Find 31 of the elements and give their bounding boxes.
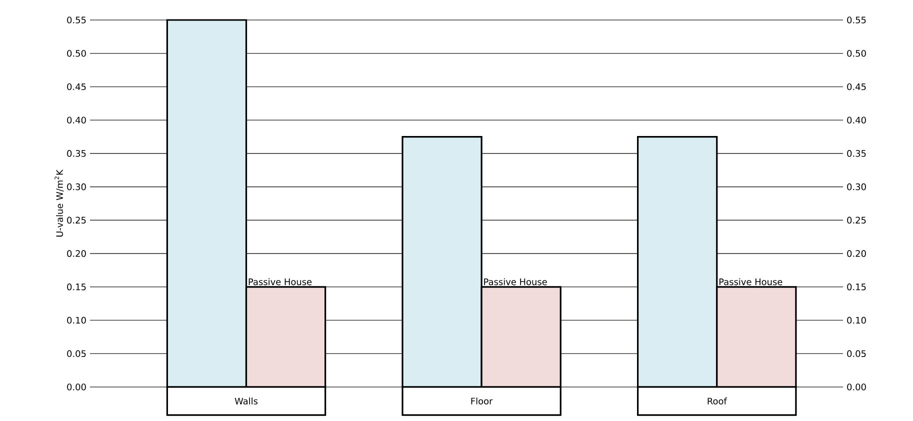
y2-tick-label: 0.00: [847, 384, 866, 390]
y-tick-label: 0.50: [67, 50, 86, 57]
y-tick-label: 0.05: [67, 350, 86, 358]
x-tick-label: Roof: [708, 398, 728, 404]
y2-tick-label: 0.15: [847, 284, 866, 290]
text: Passive House: [484, 278, 547, 286]
y-tick-label: 0.20: [67, 250, 86, 257]
y2-tick-label: 0.10: [847, 316, 866, 324]
y-tick-label: 0.00: [67, 384, 86, 390]
y-tick-label: 0.45: [67, 83, 86, 90]
y-tick-label: 0.15: [67, 284, 86, 290]
y2-tick-label: 0.50: [847, 50, 866, 57]
y2-tick-label: 0.20: [847, 250, 866, 257]
y2-tick-label: 0.05: [847, 350, 866, 358]
y-axis-title: U-value W/m$^{2}$K: [54, 169, 64, 237]
y2-tick-label: 0.25: [847, 216, 866, 224]
y2-tick-label: 0.45: [847, 83, 866, 90]
y2-tick-label: 0.55: [847, 16, 866, 24]
y2-tick-label: 0.35: [847, 150, 866, 157]
y-tick-label: 0.55: [67, 16, 86, 24]
y2-tick-label: 0.30: [847, 183, 866, 190]
x-tick-label: Floor: [471, 398, 493, 404]
series-label: Passive House: [248, 278, 312, 286]
y-tick-label: 0.40: [67, 116, 86, 124]
y-tick-label: 0.35: [67, 150, 86, 157]
text: Passive House: [719, 278, 782, 286]
y-tick-label: 0.10: [67, 316, 86, 324]
y-tick-label: 0.30: [67, 183, 86, 190]
y2-tick-label: 0.40: [847, 116, 866, 124]
x-tick-label: Walls: [234, 398, 258, 404]
y-tick-label: 0.25: [67, 216, 86, 224]
